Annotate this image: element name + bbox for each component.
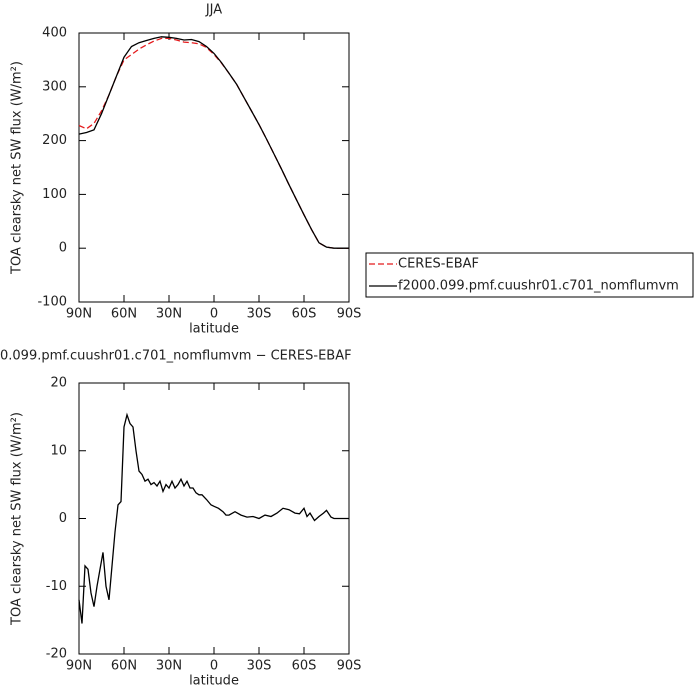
y-axis-label: TOA clearsky net SW flux (W/m²) (10, 412, 25, 626)
x-axis-label: latitude (189, 674, 239, 689)
x-tick-label: 60N (111, 307, 137, 322)
y-tick-label: -10 (46, 579, 67, 594)
chart-title: JJA (205, 3, 222, 18)
series-line (78, 36, 349, 249)
y-tick-label: 400 (42, 26, 67, 41)
y-tick-label: 200 (42, 133, 67, 148)
x-tick-label: 90N (66, 307, 92, 322)
series-line (78, 412, 349, 624)
x-tick-label: 90S (337, 659, 362, 674)
legend-box (365, 252, 694, 298)
y-tick-label: 300 (42, 79, 67, 94)
x-tick-label: 60S (292, 307, 317, 322)
x-tick-label: 60S (292, 659, 317, 674)
y-tick-label: 0 (59, 511, 67, 526)
chart-title: 0.099.pmf.cuushr01.c701_nomflumvm − CERE… (0, 349, 352, 364)
x-tick-label: 30N (156, 307, 182, 322)
plot-frame (78, 382, 350, 655)
x-tick-label: 30S (247, 659, 272, 674)
x-tick-label: 30N (156, 659, 182, 674)
x-tick-label: 90N (66, 659, 92, 674)
y-tick-label: 20 (50, 376, 67, 391)
x-tick-label: 0 (210, 307, 218, 322)
y-tick-label: -20 (46, 647, 67, 662)
y-tick-label: 0 (59, 241, 67, 256)
legend-label: CERES-EBAF (398, 257, 479, 272)
y-tick-label: 100 (42, 187, 67, 202)
x-tick-label: 90S (337, 307, 362, 322)
y-axis-label: TOA clearsky net SW flux (W/m²) (10, 61, 25, 275)
plot-frame (78, 32, 350, 303)
x-axis-label: latitude (189, 322, 239, 337)
x-tick-label: 60N (111, 659, 137, 674)
y-tick-label: 10 (50, 443, 67, 458)
legend-label: f2000.099.pmf.cuushr01.c701_nomflumvm (398, 279, 679, 294)
x-tick-label: 0 (210, 659, 218, 674)
y-tick-label: -100 (37, 295, 67, 310)
x-tick-label: 30S (247, 307, 272, 322)
